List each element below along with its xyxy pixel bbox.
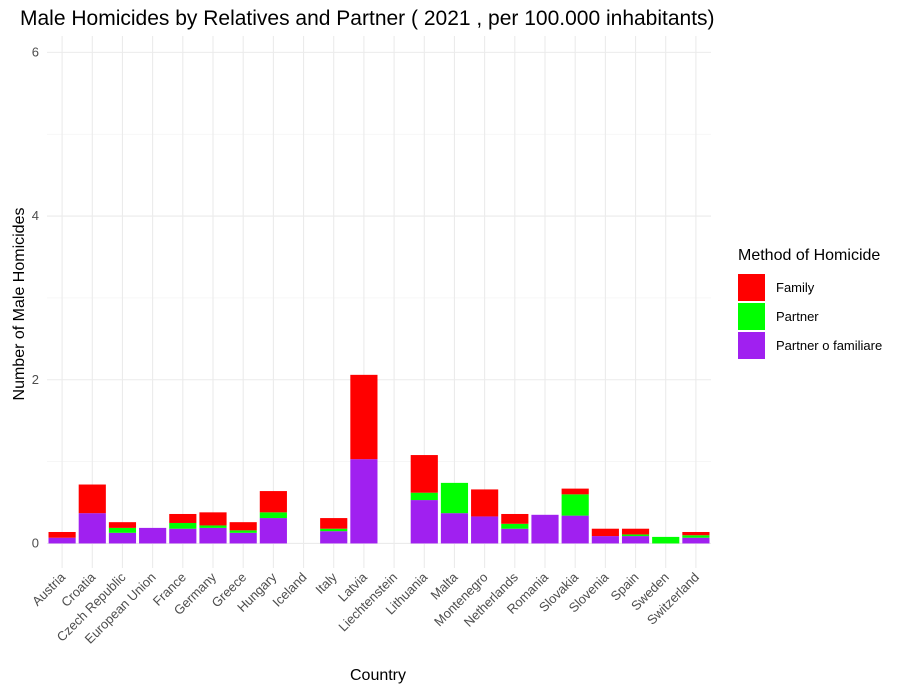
bar-spain-partner <box>621 534 650 537</box>
bar-montenegro-partner-o-familiare <box>471 516 499 544</box>
bar-romania-partner-o-familiare <box>531 514 559 544</box>
bar-greece-family <box>229 522 257 531</box>
chart-title: Male Homicides by Relatives and Partner … <box>20 7 715 30</box>
bar-france-partner-o-familiare <box>169 528 197 544</box>
bar-latvia-family <box>350 374 378 460</box>
y-tick-label: 6 <box>32 44 39 59</box>
bar-hungary-partner-o-familiare <box>259 518 287 544</box>
legend-item-family: Family <box>738 273 882 302</box>
bar-lithuania-partner <box>410 492 438 501</box>
legend-label-family: Family <box>776 280 815 295</box>
bar-slovakia-family <box>561 488 589 495</box>
bar-hungary-family <box>259 491 287 513</box>
grid-layer <box>47 36 711 568</box>
bar-spain-partner-o-familiare <box>621 536 650 544</box>
legend-item-partner: Partner <box>738 302 882 331</box>
bar-czech-republic-partner-o-familiare <box>108 532 137 544</box>
bar-germany-partner <box>199 525 227 528</box>
bar-greece-partner-o-familiare <box>229 532 257 544</box>
bar-switzerland-family <box>682 531 710 536</box>
bar-italy-partner-o-familiare <box>320 531 348 544</box>
legend-label-partner: Partner <box>776 309 819 324</box>
y-tick-label: 0 <box>32 535 39 550</box>
bar-france-partner <box>169 522 197 529</box>
y-tick-label: 2 <box>32 372 39 387</box>
bar-lithuania-partner-o-familiare <box>410 500 438 544</box>
bar-croatia-partner-o-familiare <box>78 513 106 544</box>
bar-greece-partner <box>229 530 257 533</box>
bar-slovakia-partner <box>561 494 589 516</box>
legend-title: Method of Homicide <box>738 247 881 264</box>
bar-sweden-partner <box>652 536 680 544</box>
legend-swatch-family <box>738 274 765 301</box>
y-axis-title: Number of Male Homicides <box>11 208 28 401</box>
legend-swatch-partner-o-familiare <box>738 332 765 359</box>
y-tick-layer: 0 2 4 6 <box>32 44 39 550</box>
bar-layer <box>48 374 710 544</box>
bar-croatia-family <box>78 484 106 514</box>
y-tick-label: 4 <box>32 208 39 223</box>
bar-lithuania-family <box>410 455 438 493</box>
bar-hungary-partner <box>259 512 287 519</box>
bar-netherlands-partner <box>501 523 529 529</box>
bar-germany-partner-o-familiare <box>199 527 227 544</box>
bar-slovenia-partner-o-familiare <box>591 536 619 544</box>
bar-spain-family <box>621 528 650 535</box>
legend-item-partner-o-familiare: Partner o familiare <box>738 331 882 360</box>
bar-italy-partner <box>320 528 348 532</box>
bar-czech-republic-family <box>108 522 137 528</box>
bar-switzerland-partner <box>682 535 710 538</box>
bar-france-family <box>169 513 197 523</box>
x-axis-title: Country <box>350 667 406 684</box>
bar-austria-family <box>48 531 76 538</box>
bar-montenegro-family <box>471 489 499 517</box>
bar-european-union-partner-o-familiare <box>139 527 167 544</box>
bar-netherlands-family <box>501 513 529 524</box>
bar-czech-republic-partner <box>108 527 137 533</box>
bar-netherlands-partner-o-familiare <box>501 528 529 544</box>
bar-germany-family <box>199 512 227 526</box>
x-tick-label: Iceland <box>269 570 309 610</box>
bar-switzerland-partner-o-familiare <box>682 537 710 544</box>
legend: Method of Homicide Family Partner Partne… <box>738 247 882 360</box>
bar-italy-family <box>320 518 348 529</box>
bar-malta-partner-o-familiare <box>440 513 469 544</box>
bar-slovenia-family <box>591 528 619 537</box>
legend-swatch-partner <box>738 303 765 330</box>
bar-malta-partner <box>440 482 469 514</box>
bar-slovakia-partner-o-familiare <box>561 515 589 544</box>
bar-latvia-partner-o-familiare <box>350 459 378 544</box>
legend-label-partner-o-familiare: Partner o familiare <box>776 338 883 353</box>
bar-austria-partner-o-familiare <box>48 537 76 544</box>
